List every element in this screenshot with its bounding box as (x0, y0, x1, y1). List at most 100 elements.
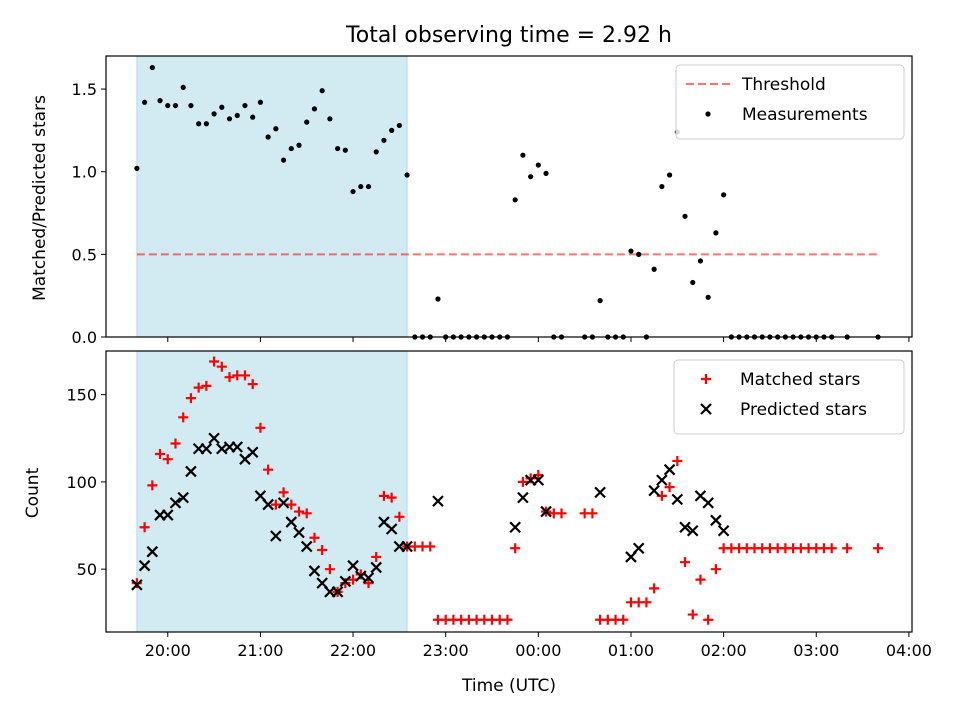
predicted-star-point (177, 491, 189, 504)
matched-star-point (209, 356, 220, 367)
predicted-star-point (432, 495, 444, 507)
matched-star-point (278, 487, 289, 498)
matched-star-point (270, 499, 281, 510)
top-y-tick-label: 0.0 (72, 328, 97, 347)
measurement-point (659, 183, 665, 190)
matched-star-point (170, 438, 181, 449)
bottom-series-predicted-stars (131, 432, 730, 598)
measurement-point (396, 122, 402, 129)
measurement-point (149, 64, 155, 71)
predicted-star-point (246, 446, 259, 459)
x-tick-label: 00:00 (515, 641, 561, 660)
predicted-star-point (262, 498, 274, 511)
matched-star-point (147, 480, 158, 491)
matched-star-point (224, 372, 235, 383)
predicted-star-point (370, 561, 382, 574)
measurement-point (250, 114, 256, 120)
measurement-point (280, 157, 287, 163)
legend-label: Matched stars (740, 370, 860, 390)
measurement-point (636, 251, 642, 257)
bottom-y-tick-label: 150 (66, 386, 97, 405)
matched-star-point (131, 578, 142, 589)
matched-star-point (556, 508, 567, 519)
predicted-star-point (679, 521, 691, 534)
matched-star-point (386, 492, 397, 503)
measurement-point (365, 183, 372, 190)
predicted-star-point (208, 432, 220, 445)
matched-star-point (309, 532, 320, 543)
measurement-point (721, 192, 727, 198)
matched-star-point (425, 541, 436, 552)
measurement-point (358, 183, 364, 190)
matched-star-point (155, 448, 166, 459)
panel-counts: 50 100 150 20:00 21:00 22:00 23:00 00:00 01:00 02… (66, 350, 932, 660)
matched-star-point (680, 557, 691, 568)
matched-star-point (687, 609, 698, 620)
measurement-point (389, 127, 395, 133)
matched-star-point (324, 564, 335, 575)
top-y-tick-label: 1.0 (72, 163, 97, 182)
matched-star-point (294, 506, 305, 517)
measurement-point (134, 165, 140, 171)
matched-star-point (216, 361, 227, 372)
legend-label: Measurements (742, 105, 868, 125)
predicted-star-point (200, 442, 213, 455)
measurement-point (651, 266, 657, 272)
predicted-star-point (594, 486, 606, 499)
matched-star-point (587, 508, 598, 519)
predicted-star-point (131, 579, 143, 591)
matched-star-point (842, 543, 853, 554)
predicted-star-point (717, 524, 730, 537)
matched-star-point (178, 412, 189, 423)
predicted-star-point (277, 497, 290, 509)
predicted-star-point (648, 484, 660, 497)
matched-star-point (502, 614, 513, 625)
chart-title: Total observing time = 2.92 h (345, 23, 672, 48)
matched-star-point (703, 614, 714, 625)
top-shaded-region (136, 55, 408, 338)
predicted-star-point (293, 526, 305, 539)
measurement-point (319, 88, 325, 94)
matched-star-point (263, 464, 274, 475)
predicted-star-point (686, 524, 699, 537)
bottom-series-matched-stars (131, 356, 884, 625)
matched-star-point (525, 473, 536, 484)
matched-star-point (394, 511, 405, 522)
legend-label: Threshold (741, 75, 826, 95)
matched-star-point (664, 482, 675, 493)
measurement-point (226, 116, 233, 122)
x-axis-label: Time (UTC) (461, 676, 556, 696)
matched-star-point (239, 370, 250, 381)
measurement-point (234, 112, 240, 119)
matched-star-point (201, 380, 212, 391)
predicted-star-point (401, 540, 413, 553)
predicted-star-point (663, 463, 676, 476)
bottom-y-tick-label: 100 (66, 473, 97, 492)
x-tick-label: 04:00 (886, 641, 932, 660)
predicted-star-point (540, 505, 552, 518)
legend-matched-swatch (701, 374, 711, 384)
predicted-star-point (308, 565, 321, 577)
measurement-point (705, 294, 711, 300)
legend-predicted-swatch (700, 403, 712, 415)
bottom-axes-frame (105, 350, 913, 633)
measurement-point (172, 102, 179, 109)
predicted-star-point (339, 575, 352, 588)
matched-star-point (695, 574, 706, 585)
bottom-shaded-region (136, 350, 408, 633)
predicted-star-point (347, 559, 359, 572)
x-tick-label: 02:00 (701, 641, 747, 660)
measurement-point (543, 170, 549, 176)
top-axes-frame (105, 55, 913, 338)
matched-star-point (378, 490, 389, 501)
bottom-y-axis-label: Count (23, 467, 43, 518)
measurement-point (597, 298, 603, 304)
matched-star-point (247, 379, 258, 390)
measurement-point (682, 213, 688, 219)
measurement-point (528, 174, 534, 180)
measurement-point (273, 126, 279, 132)
x-tick-label: 03:00 (793, 641, 839, 660)
measurement-point (342, 147, 348, 153)
measurement-point (697, 258, 704, 264)
measurement-point (373, 149, 379, 155)
